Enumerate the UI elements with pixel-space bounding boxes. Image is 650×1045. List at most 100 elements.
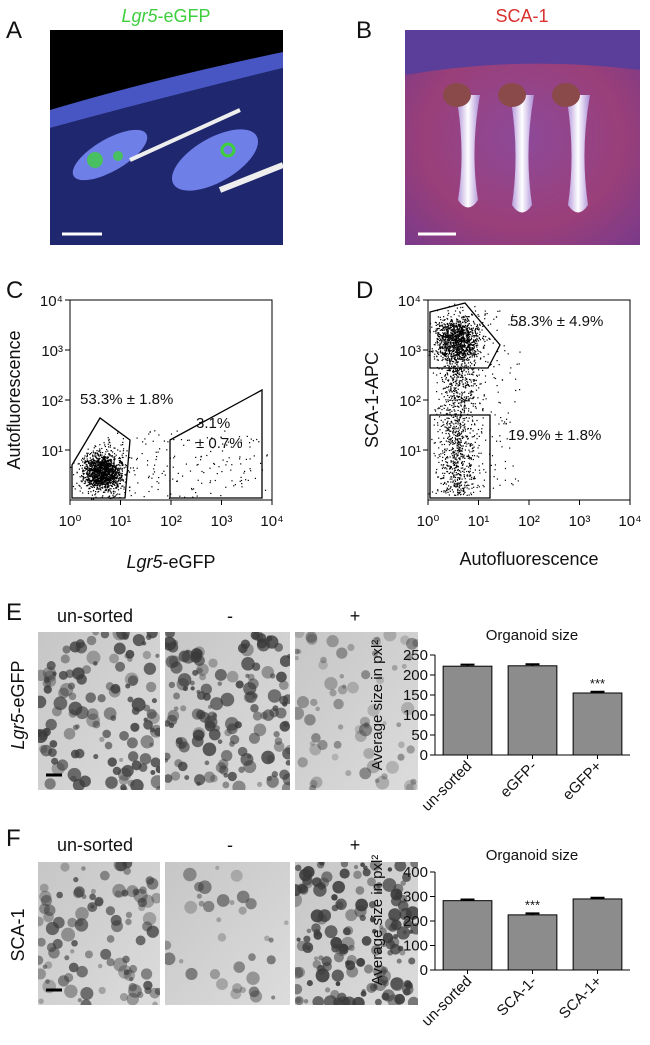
- event-dot: [188, 439, 190, 441]
- event-dot: [226, 444, 228, 446]
- event-dot: [110, 488, 112, 490]
- event-dot: [454, 340, 456, 342]
- organoid: [42, 727, 51, 737]
- event-dot: [439, 343, 441, 346]
- event-dot: [98, 460, 100, 462]
- event-dot: [101, 466, 103, 468]
- event-dot: [103, 481, 105, 484]
- event-dot: [469, 457, 472, 459]
- event-dot: [468, 462, 470, 464]
- event-dot: [89, 453, 91, 456]
- organoid: [92, 632, 99, 636]
- organoid: [81, 866, 86, 871]
- gate-label: ± 0.7%: [196, 435, 243, 452]
- event-dot: [443, 336, 445, 338]
- event-dot: [466, 383, 468, 385]
- event-dot: [447, 326, 449, 328]
- event-dot: [466, 384, 468, 386]
- event-dot: [172, 478, 174, 480]
- event-dot: [105, 470, 107, 472]
- event-dot: [459, 457, 461, 459]
- event-dot: [197, 479, 199, 481]
- organoid: [302, 866, 315, 879]
- event-dot: [101, 482, 104, 484]
- event-dot: [107, 437, 109, 439]
- event-dot: [442, 333, 445, 335]
- event-dot: [430, 350, 432, 353]
- event-dot: [444, 347, 446, 349]
- event-dot: [127, 471, 129, 473]
- event-dot: [444, 323, 446, 326]
- event-dot: [464, 442, 466, 444]
- event-dot: [438, 353, 440, 355]
- event-dot: [463, 424, 465, 426]
- organoid: [138, 904, 146, 912]
- event-dot: [447, 369, 449, 371]
- event-dot: [449, 426, 451, 429]
- event-dot: [116, 476, 118, 478]
- event-dot: [88, 474, 90, 476]
- event-dot: [436, 338, 438, 340]
- organoid: [202, 742, 217, 757]
- event-dot: [459, 331, 461, 333]
- event-dot: [115, 477, 117, 479]
- organoid: [396, 926, 410, 940]
- event-dot: [497, 391, 499, 393]
- organoid: [236, 890, 250, 904]
- event-dot: [90, 470, 92, 472]
- event-dot: [120, 479, 122, 481]
- event-dot: [468, 400, 470, 402]
- event-dot: [432, 351, 434, 353]
- event-dot: [457, 482, 459, 484]
- organoid: [246, 971, 260, 985]
- event-dot: [243, 472, 245, 474]
- event-dot: [113, 463, 115, 465]
- event-dot: [98, 466, 100, 468]
- event-dot: [460, 402, 462, 404]
- event-dot: [460, 306, 462, 309]
- event-dot: [468, 327, 470, 329]
- event-dot: [102, 474, 104, 476]
- event-dot: [105, 482, 107, 484]
- organoid: [397, 945, 404, 952]
- event-dot: [463, 392, 465, 394]
- event-dot: [85, 478, 88, 481]
- event-dot: [444, 467, 446, 469]
- organoid: [114, 890, 122, 898]
- event-dot: [100, 462, 102, 464]
- event-dot: [442, 380, 444, 382]
- event-dot: [122, 479, 124, 481]
- event-dot: [465, 387, 467, 389]
- gate-label: 58.3% ± 4.9%: [510, 313, 603, 330]
- organoid: [379, 924, 384, 930]
- event-dot: [83, 462, 85, 464]
- organoid: [100, 948, 112, 960]
- event-dot: [158, 434, 160, 436]
- image-label: +: [350, 606, 361, 626]
- event-dot: [455, 438, 457, 440]
- event-dot: [94, 478, 96, 480]
- event-dot: [448, 349, 451, 351]
- event-dot: [438, 407, 440, 409]
- event-dot: [453, 399, 455, 401]
- event-dot: [119, 457, 121, 459]
- event-dot: [120, 460, 122, 463]
- y-tick-label: 10⁴: [40, 293, 63, 310]
- event-dot: [453, 393, 455, 395]
- event-dot: [451, 356, 453, 358]
- organoid: [251, 662, 261, 671]
- event-dot: [446, 468, 448, 470]
- sebaceous-gland: [498, 83, 526, 107]
- event-dot: [455, 332, 457, 334]
- event-dot: [129, 457, 131, 459]
- event-dot: [449, 322, 451, 324]
- event-dot: [451, 325, 454, 327]
- event-dot: [457, 440, 459, 442]
- event-dot: [447, 374, 449, 376]
- event-dot: [90, 462, 92, 464]
- event-dot: [519, 389, 521, 391]
- event-dot: [153, 468, 155, 470]
- event-dot: [455, 367, 457, 369]
- event-dot: [453, 378, 455, 381]
- event-dot: [455, 384, 457, 386]
